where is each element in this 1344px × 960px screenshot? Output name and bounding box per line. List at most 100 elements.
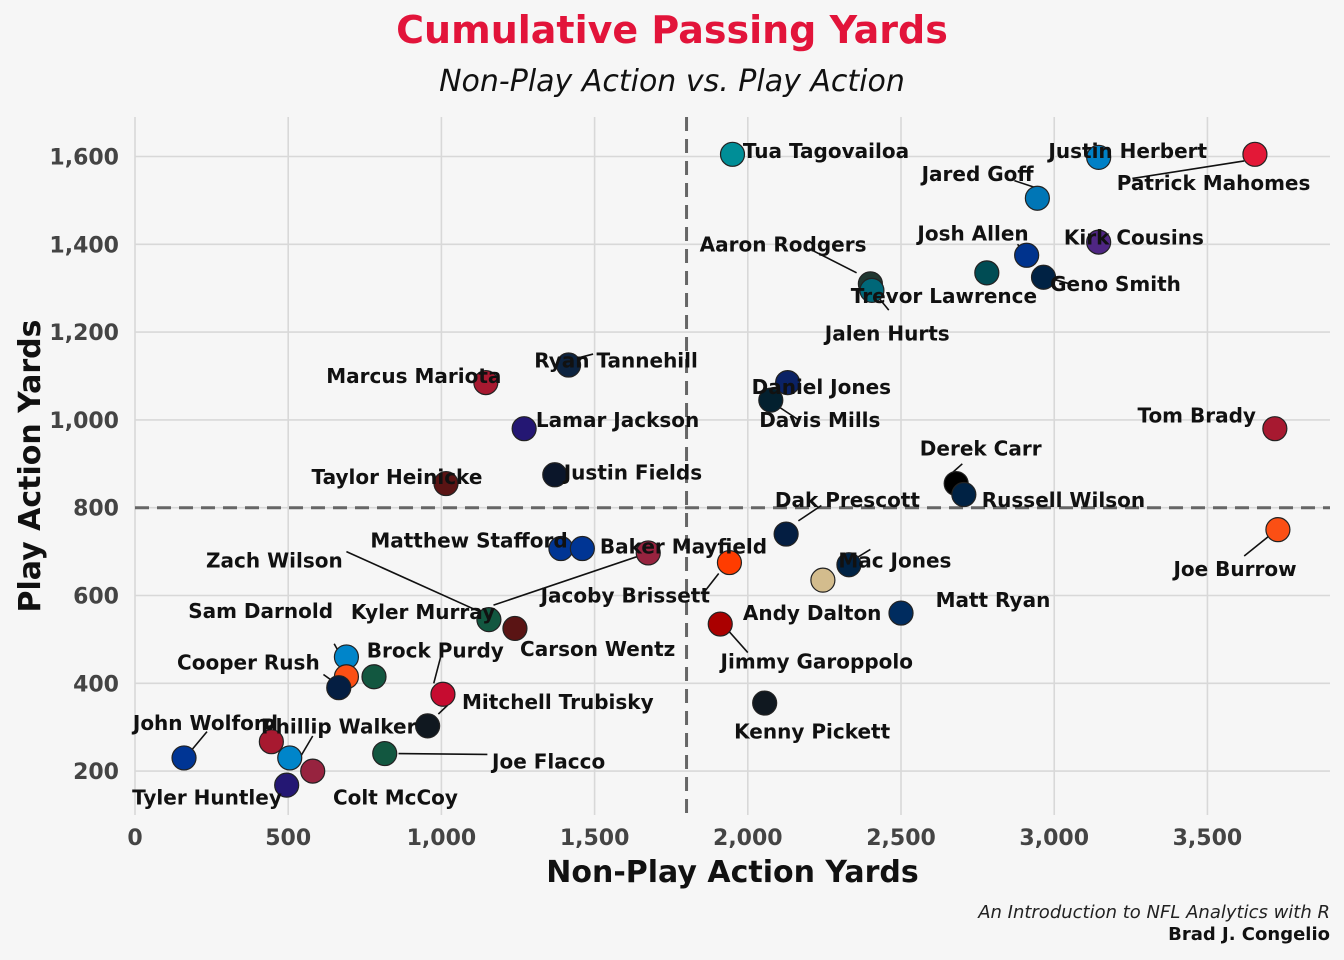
reference-lines (135, 117, 1330, 815)
data-point (836, 552, 862, 578)
data-point (361, 664, 387, 690)
data-point (1086, 144, 1112, 170)
point-label: Joe Burrow (1171, 557, 1296, 581)
point-label: Andy Dalton (743, 601, 882, 625)
point-label: Jared Goff (920, 162, 1035, 186)
x-tick-label: 0 (127, 826, 142, 851)
data-point (433, 470, 459, 497)
point-label: Davis Mills (759, 408, 880, 432)
label-connector (1054, 278, 1070, 285)
point-label: Matt Ryan (936, 588, 1051, 612)
y-tick-label: 600 (73, 585, 119, 610)
data-point (1262, 416, 1288, 442)
data-point (502, 615, 528, 642)
data-point (1086, 229, 1112, 255)
data-point (473, 369, 499, 396)
point-label: Kirk Cousins (1064, 226, 1204, 250)
data-point (635, 540, 661, 566)
x-tick-label: 2,500 (866, 826, 936, 851)
data-point (758, 387, 784, 413)
caption-author: Brad J. Congelio (1168, 924, 1330, 945)
data-point (810, 567, 836, 593)
data-point (415, 713, 441, 739)
point-label: Colt McCoy (333, 785, 458, 809)
point-label: Zach Wilson (206, 548, 343, 572)
data-point (1242, 141, 1268, 167)
y-tick-label: 400 (73, 672, 119, 697)
label-connector (857, 548, 871, 558)
point-label: Josh Allen (915, 221, 1028, 245)
data-point (569, 535, 595, 562)
y-tick-label: 800 (73, 497, 119, 522)
labels-layer: Tua Tagovailoa Justin Herbert Patrick Maho… (131, 139, 1311, 809)
point-label: Kenny Pickett (734, 720, 890, 744)
point-label: Aaron Rodgers (700, 232, 867, 256)
points-layer (171, 141, 1291, 798)
x-tick-label: 2,000 (713, 826, 783, 851)
data-point (974, 260, 1000, 286)
point-label: Carson Wentz (520, 637, 675, 661)
label-connector (797, 504, 822, 522)
data-point (1014, 242, 1040, 268)
data-point (1265, 517, 1291, 543)
caption-book: An Introduction to NFL Analytics with R (978, 902, 1330, 923)
point-label: Patrick Mahomes (1117, 171, 1311, 195)
x-tick-label: 3,000 (1019, 826, 1089, 851)
point-label: Tua Tagovailoa (743, 139, 909, 163)
point-label: Baker Mayfield (600, 534, 767, 558)
y-tick-label: 1,000 (49, 409, 119, 434)
data-point (716, 549, 743, 576)
label-connector (576, 353, 594, 360)
point-label: John Wolford (131, 711, 278, 735)
chart-subtitle: Non-Play Action vs. Play Action (439, 64, 905, 99)
label-connector (398, 752, 488, 756)
data-point (859, 277, 885, 304)
data-point (775, 369, 801, 396)
data-point (1024, 185, 1050, 211)
data-point (511, 416, 537, 442)
point-label: Russell Wilson (982, 488, 1145, 512)
x-axis-label: Non-Play Action Yards (546, 855, 919, 890)
point-label: Jacoby Brissett (539, 584, 711, 608)
point-label: Matthew Stafford (370, 529, 567, 553)
chart-title: Cumulative Passing Yards (396, 8, 948, 52)
y-tick-label: 1,400 (49, 233, 119, 258)
point-label: Jalen Hurts (823, 321, 950, 345)
point-label: Tyler Huntley (132, 785, 282, 809)
ticks-layer: 0 500 1,000 1,500 2,000 2,500 3,000 3,500 200 400… (49, 146, 1242, 851)
point-label: Mitchell Trubisky (462, 690, 654, 714)
point-label: Joe Flacco (490, 749, 605, 773)
data-point (258, 729, 284, 755)
label-connector (493, 555, 640, 606)
data-point (372, 740, 398, 767)
point-label: Marcus Mariota (326, 364, 501, 388)
label-connector (808, 247, 857, 274)
data-point (555, 352, 582, 378)
x-tick-label: 1,000 (407, 826, 477, 851)
data-point (326, 675, 352, 701)
x-tick-label: 1,500 (560, 826, 630, 851)
point-label: Cooper Rush (177, 651, 320, 675)
label-connector (704, 573, 720, 592)
point-label: Geno Smith (1050, 272, 1181, 296)
point-label: Justin Herbert (1046, 139, 1207, 163)
data-point (773, 521, 799, 547)
y-axis-label: Play Action Yards (13, 320, 48, 613)
x-tick-label: 3,500 (1173, 826, 1243, 851)
data-point (171, 745, 197, 771)
point-label: Daniel Jones (752, 375, 891, 399)
point-label: Dak Prescott (775, 488, 921, 512)
point-label: Phillip Walker (261, 714, 417, 738)
label-connector (1014, 179, 1035, 188)
point-label: Sam Darnold (188, 599, 333, 623)
label-connector (779, 406, 801, 422)
data-point (719, 141, 746, 167)
label-connector (346, 550, 484, 614)
y-tick-label: 200 (73, 760, 119, 785)
point-label: Jimmy Garoppolo (719, 649, 913, 673)
data-point (752, 690, 778, 716)
x-tick-label: 500 (265, 826, 311, 851)
point-label: Trevor Lawrence (851, 284, 1037, 308)
y-tick-label: 1,600 (49, 146, 119, 171)
data-point (1030, 264, 1057, 290)
